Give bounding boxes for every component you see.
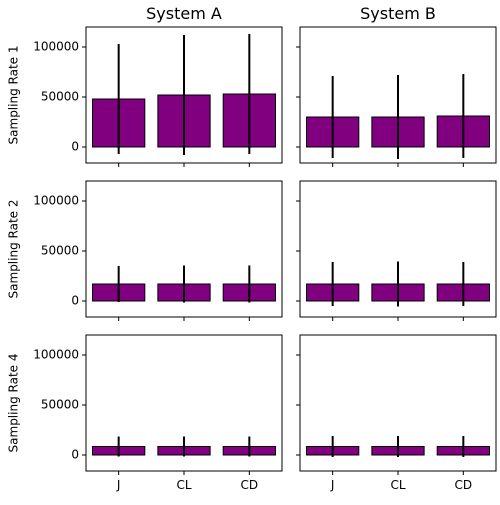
y-tick-label: 100000 — [33, 348, 79, 362]
row-label: Sampling Rate 4 — [7, 354, 21, 453]
y-tick-label: 0 — [71, 448, 79, 462]
x-tick-label: CD — [455, 478, 473, 492]
x-tick-label: CD — [241, 478, 259, 492]
x-tick-label: J — [116, 478, 121, 492]
panel — [296, 180, 497, 321]
panel: 0 50000 100000 J CL CD — [33, 334, 283, 492]
row-label: Sampling Rate 1 — [7, 46, 21, 145]
column-title: System A — [146, 4, 222, 23]
y-tick-label: 0 — [71, 294, 79, 308]
panel: J CL CD — [296, 334, 497, 492]
y-tick-label: 50000 — [41, 90, 79, 104]
y-tick-label: 50000 — [41, 398, 79, 412]
row-label: Sampling Rate 2 — [7, 200, 21, 299]
x-tick-label: CL — [176, 478, 191, 492]
y-tick-label: 100000 — [33, 194, 79, 208]
y-tick-label: 0 — [71, 140, 79, 154]
panels-layer: System A System B Sampling Rate 1 Sampling … — [7, 4, 497, 492]
x-tick-label: J — [330, 478, 335, 492]
panel: 0 50000 100000 — [33, 26, 283, 167]
y-tick-label: 50000 — [41, 244, 79, 258]
y-tick-label: 100000 — [33, 40, 79, 54]
column-title: System B — [360, 4, 436, 23]
panel — [296, 26, 497, 167]
x-tick-label: CL — [390, 478, 405, 492]
panel: 0 50000 100000 — [33, 180, 283, 321]
